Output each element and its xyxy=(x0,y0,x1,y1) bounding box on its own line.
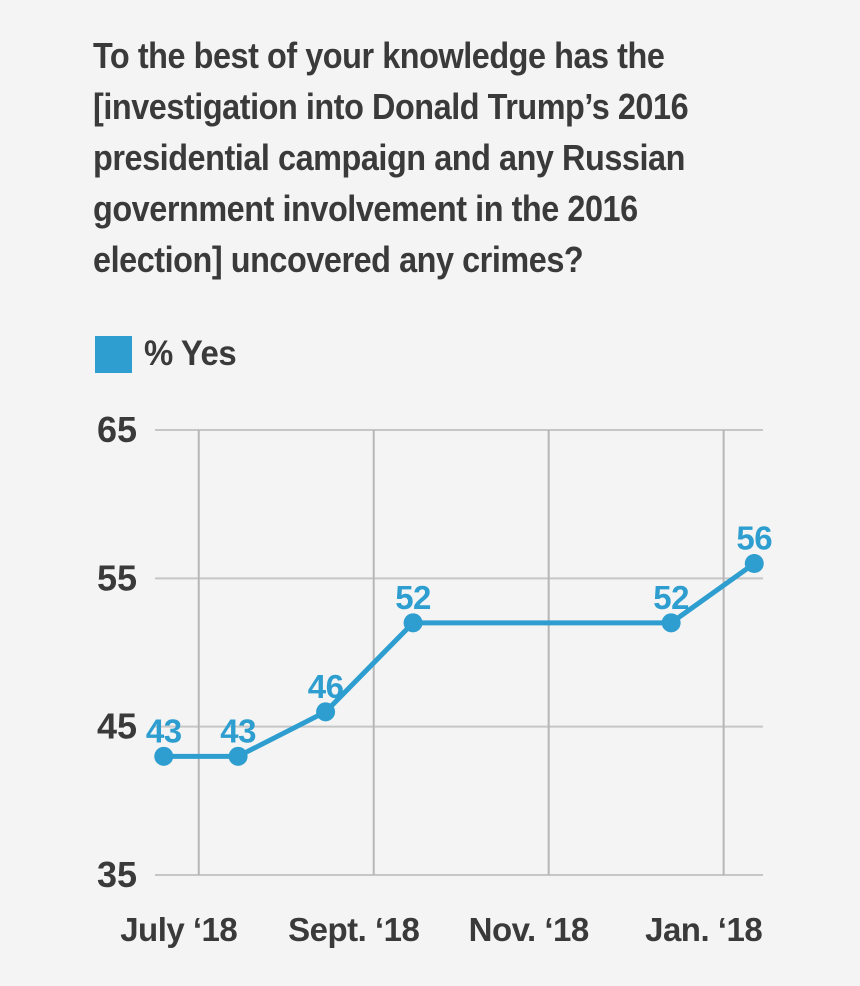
y-axis-tick-label: 55 xyxy=(97,557,137,598)
data-point-label: 52 xyxy=(653,579,689,616)
x-axis-tick-label: Nov. ‘18 xyxy=(469,911,589,948)
data-point xyxy=(154,746,174,766)
data-point xyxy=(744,554,764,573)
y-axis-tick-label: 45 xyxy=(97,706,137,747)
data-point xyxy=(403,613,423,633)
legend-label: % Yes xyxy=(144,334,237,373)
y-axis-tick-label: 35 xyxy=(97,854,137,895)
data-point xyxy=(228,746,248,766)
question-line: election] uncovered any crimes? xyxy=(93,239,584,280)
question-line: presidential campaign and any Russian xyxy=(93,137,685,178)
legend-swatch-icon xyxy=(95,335,132,373)
x-axis-tick-label: Jan. ‘18 xyxy=(645,911,762,948)
data-point xyxy=(316,702,336,722)
data-point xyxy=(661,613,681,633)
data-point-label: 56 xyxy=(736,520,772,557)
data-point-label: 43 xyxy=(220,712,256,749)
data-point-label: 46 xyxy=(308,668,344,705)
x-axis-tick-label: July ‘18 xyxy=(120,911,237,948)
x-axis-tick-label: Sept. ‘18 xyxy=(288,911,419,948)
legend: % Yes xyxy=(95,334,242,374)
question-line: [investigation into Donald Trump’s 2016 xyxy=(93,86,689,127)
question-line: government involvement in the 2016 xyxy=(93,188,638,229)
data-point-label: 43 xyxy=(146,712,182,749)
data-point-label: 52 xyxy=(395,579,431,616)
y-axis-tick-label: 65 xyxy=(97,409,137,450)
trend-line xyxy=(161,561,757,759)
question-title: To the best of your knowledge has the [i… xyxy=(93,30,759,285)
question-line: To the best of your knowledge has the xyxy=(93,35,665,76)
